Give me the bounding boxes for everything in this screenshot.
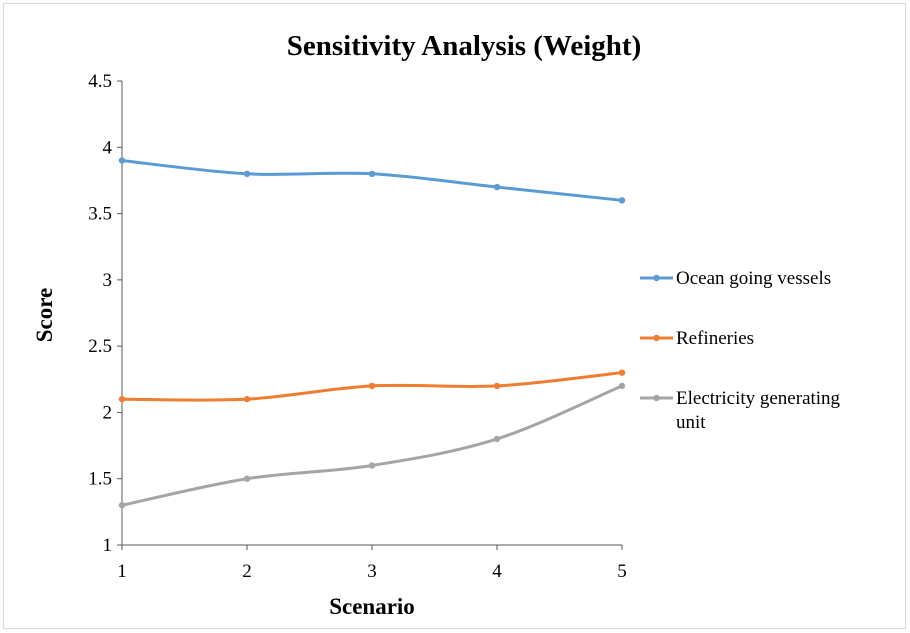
y-tick-label: 4.5 [88, 71, 112, 92]
legend-item-electricity-generating-unit: Electricity generating unit [640, 388, 841, 433]
data-point [618, 197, 626, 204]
x-tick-label: 4 [492, 561, 502, 582]
y-tick-label: 3 [103, 270, 113, 291]
legend-label-line: unit [676, 412, 706, 433]
legend-label-line: Electricity generating [676, 388, 841, 409]
legend-swatch-marker [653, 334, 660, 342]
legend-swatch-marker [653, 394, 660, 402]
chart-title: Sensitivity Analysis (Weight) [287, 30, 642, 62]
data-point [118, 395, 126, 403]
legend-label: Ocean going vessels [676, 268, 831, 289]
x-tick-label: 1 [117, 561, 127, 582]
x-axis-title: Scenario [329, 594, 415, 619]
data-point [493, 435, 501, 443]
legend-label-line: Refineries [676, 328, 754, 349]
chart-frame [3, 3, 906, 629]
y-tick-label: 1.5 [88, 469, 112, 490]
legend-item-refineries: Refineries [640, 328, 754, 349]
y-axis-title: Score [32, 288, 57, 343]
y-tick-label: 2 [103, 402, 113, 423]
x-tick-label: 3 [367, 561, 377, 582]
data-point [368, 382, 376, 390]
data-point [368, 170, 376, 177]
legend: Ocean going vessels Refineries Electricity… [640, 268, 841, 433]
data-point [243, 475, 251, 482]
x-tick-label: 2 [242, 561, 252, 582]
data-point [618, 369, 626, 376]
data-point [493, 382, 501, 390]
axes: 1 1.5 2 2.5 3 3.5 4 4.5 1 2 3 4 5 [88, 71, 627, 582]
y-tick-label: 4 [103, 137, 113, 158]
legend-swatch-marker [653, 274, 660, 282]
data-point [368, 462, 376, 469]
y-tick-label: 1 [103, 535, 113, 556]
data-point [618, 382, 626, 390]
data-point [118, 157, 126, 164]
y-tick-label: 2.5 [88, 336, 112, 357]
legend-label-line: Ocean going vessels [676, 268, 831, 289]
data-point [243, 395, 251, 403]
series-ocean-going-vessels [118, 157, 626, 204]
legend-item-ocean-going-vessels: Ocean going vessels [640, 268, 831, 289]
series-line [120, 384, 624, 507]
x-tick-label: 5 [617, 561, 627, 582]
series-layer [118, 157, 626, 509]
legend-label: Refineries [676, 328, 754, 349]
data-point [493, 183, 501, 191]
series-refineries [118, 369, 626, 403]
legend-label: Electricity generating unit [676, 388, 841, 433]
data-point [243, 170, 251, 177]
data-point [118, 502, 126, 509]
series-electricity-generating-unit [118, 382, 626, 509]
y-tick-label: 3.5 [88, 204, 112, 225]
series-line [120, 159, 624, 202]
